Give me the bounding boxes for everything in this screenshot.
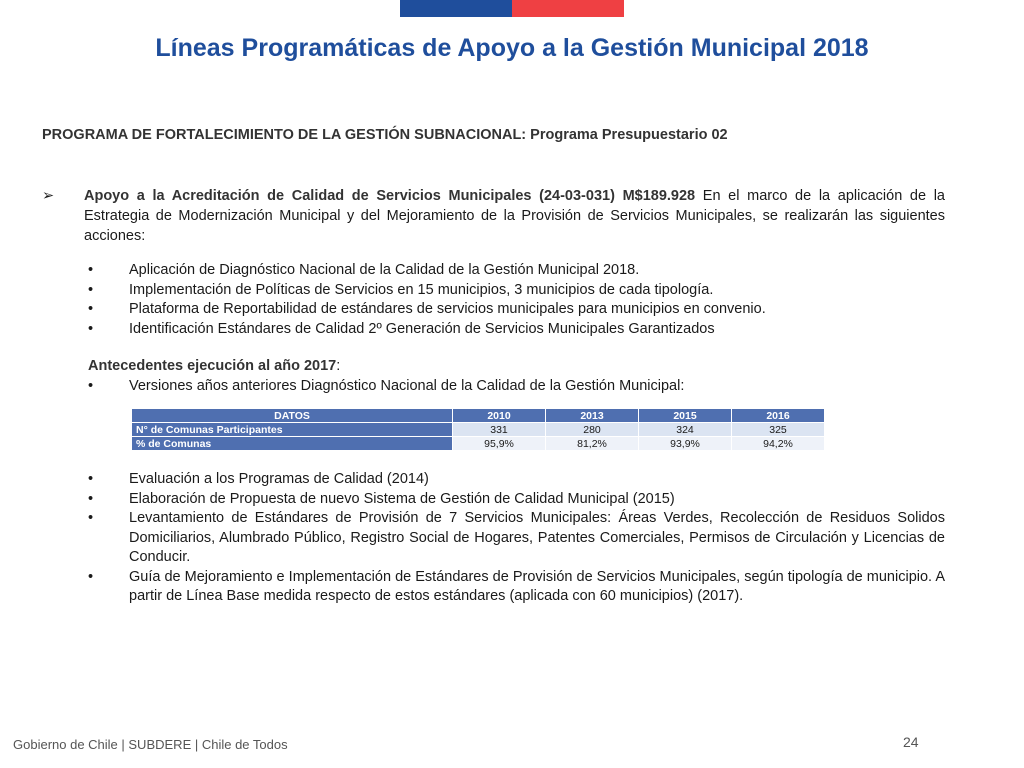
table-cell: 324 [638,422,732,437]
bullet-icon: • [88,568,94,585]
antecedentes-heading: Antecedentes ejecución al año 2017: [88,358,341,374]
page-number: 24 [903,734,919,750]
table-row: N° de Comunas Participantes 331 280 324 … [131,422,825,437]
antecedentes-list: • Versiones años anteriores Diagnóstico N… [88,377,908,397]
table-header-cell: 2010 [452,408,546,423]
main-bullet: ➢ Apoyo a la Acreditación de Calidad de … [42,186,945,246]
table-cell: 95,9% [452,436,546,451]
main-bullet-bold: Apoyo a la Acreditación de Calidad de Se… [84,188,696,204]
list-item: • Implementación de Políticas de Servicio… [88,281,908,301]
list-item: • Evaluación a los Programas de Calidad (… [88,470,945,490]
table-cell: 331 [452,422,546,437]
bullet-icon: • [88,378,94,394]
arrow-bullet-icon: ➢ [42,188,55,204]
table-cell: 81,2% [545,436,639,451]
main-bullet-body: En el marco de la aplicación de la Estra… [84,188,945,244]
table-header-cell: 2013 [545,408,639,423]
table-header-cell: 2015 [638,408,732,423]
bullet-icon: • [88,301,94,317]
flag-bar-blue [400,0,512,17]
list-item: • Versiones años anteriores Diagnóstico N… [88,377,908,397]
table-row-label: N° de Comunas Participantes [131,422,453,437]
bullet-icon: • [88,510,94,526]
slide-title: Líneas Programáticas de Apoyo a la Gesti… [155,34,869,62]
table-row: % de Comunas 95,9% 81,2% 93,9% 94,2% [131,436,825,451]
list-item: • Aplicación de Diagnóstico Nacional de l… [88,261,908,281]
flag-bar-red [512,0,624,17]
list-item: • Identificación Estándares de Calidad 2º… [88,320,908,340]
list-item: • Levantamiento de Estándares de Provisió… [88,510,945,565]
list-item: • Plataforma de Reportabilidad de estánda… [88,300,908,320]
table-header-cell: 2016 [731,408,825,423]
diagnostico-table: DATOS 2010 2013 2015 2016 N° de Comunas … [131,408,825,451]
table-header-cell: DATOS [131,408,453,423]
main-bullet-text: Apoyo a la Acreditación de Calidad de Se… [84,186,945,246]
bullet-icon: • [88,262,94,278]
bullet-icon: • [88,471,94,487]
bullet-icon: • [88,281,94,298]
table-row-label: % de Comunas [131,436,453,451]
table-header-row: DATOS 2010 2013 2015 2016 [131,408,825,423]
list-item: • Elaboración de Propuesta de nuevo Siste… [88,490,945,510]
table-cell: 93,9% [638,436,732,451]
table-cell: 280 [545,422,639,437]
later-items-list: • Evaluación a los Programas de Calidad (… [88,470,945,607]
bullet-icon: • [88,320,94,337]
table-cell: 325 [731,422,825,437]
list-item: • Guía de Mejoramiento e Implementación d… [88,568,945,605]
actions-list: • Aplicación de Diagnóstico Nacional de l… [88,261,908,339]
bullet-icon: • [88,490,94,507]
program-heading: PROGRAMA DE FORTALECIMIENTO DE LA GESTIÓ… [42,127,728,143]
table-cell: 94,2% [731,436,825,451]
footer-text: Gobierno de Chile | SUBDERE | Chile de T… [13,737,288,752]
